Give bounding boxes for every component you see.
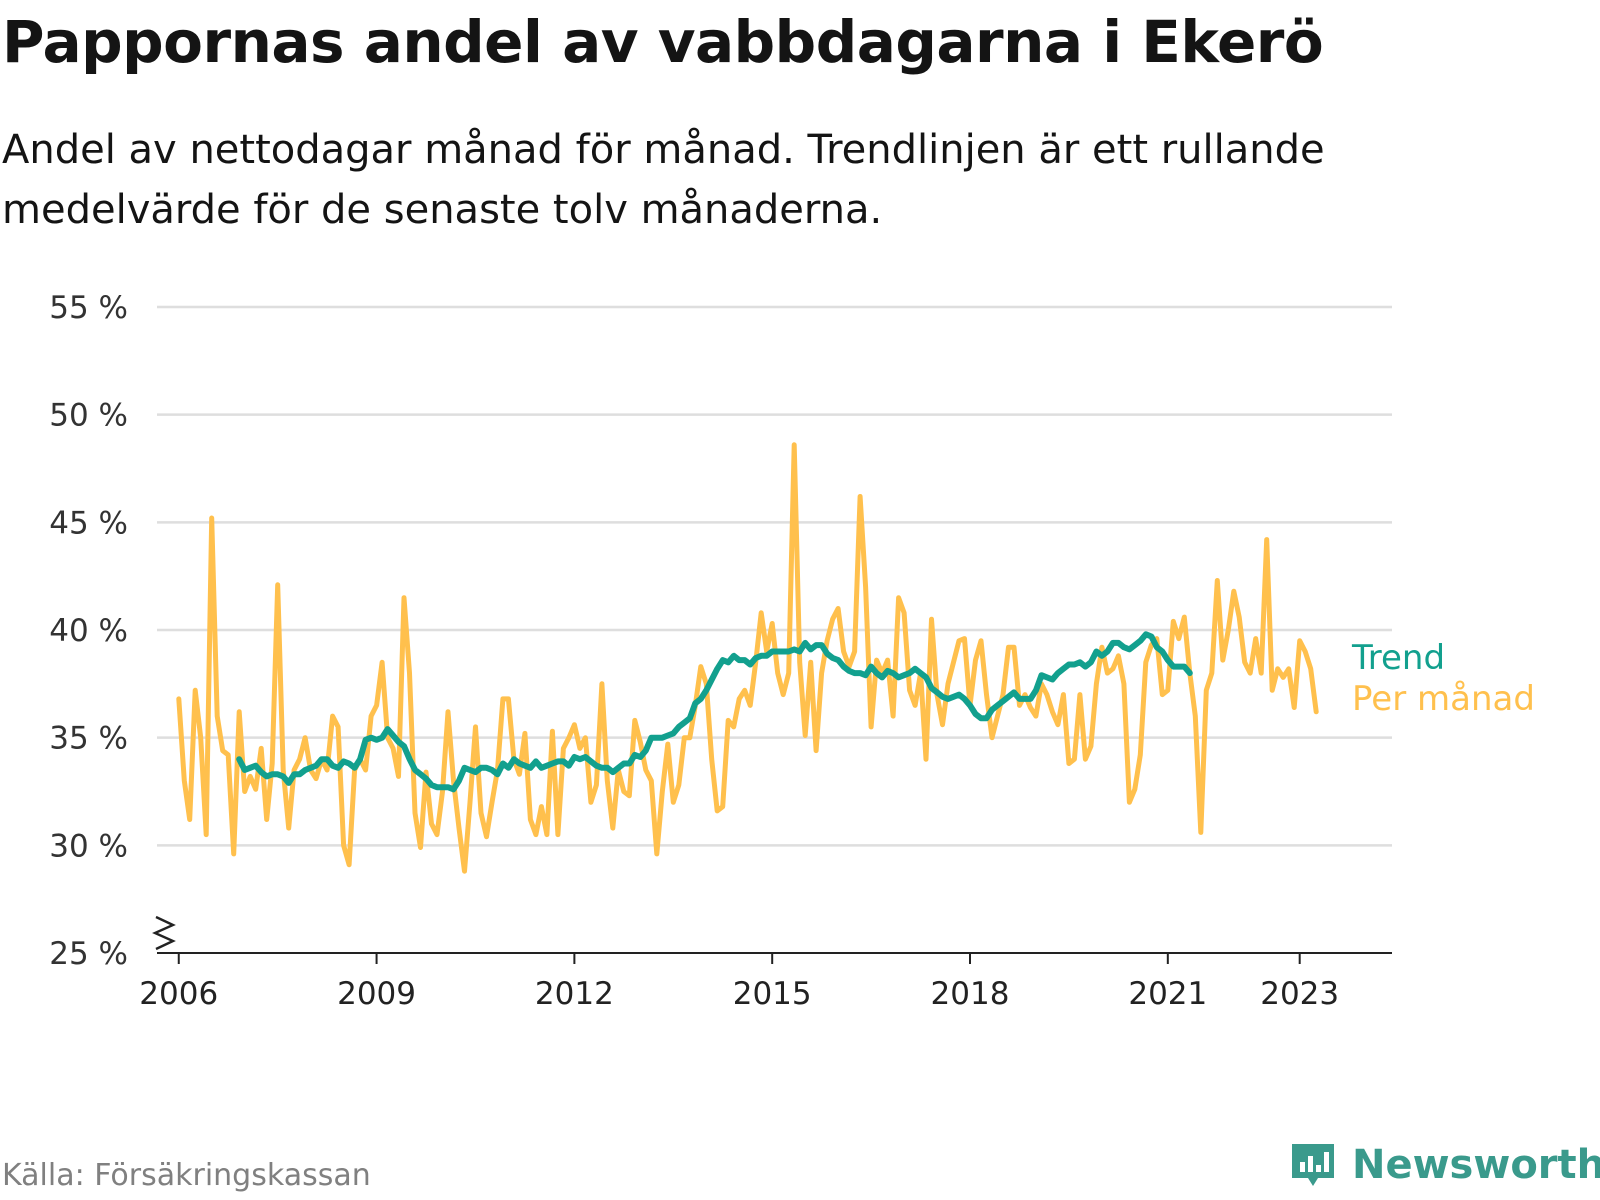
axis-break-icon bbox=[152, 915, 176, 951]
x-tick-label: 2021 bbox=[1128, 976, 1207, 1012]
x-axis: 2006 2009 2012 2015 2018 2021 2023 bbox=[139, 915, 1392, 1012]
y-tick-label: 50 % bbox=[49, 398, 128, 434]
brand-name: Newsworthy bbox=[1352, 1142, 1600, 1188]
x-tick-label: 2018 bbox=[931, 976, 1010, 1012]
x-tick-label: 2023 bbox=[1260, 976, 1339, 1012]
legend-label-monthly: Per månad bbox=[1352, 679, 1535, 719]
page-title: Pappornas andel av vabbdagarna i Ekerö bbox=[2, 8, 1324, 76]
x-tick-label: 2009 bbox=[337, 976, 416, 1012]
grid-lines bbox=[157, 305, 1392, 847]
x-tick-label: 2015 bbox=[733, 976, 812, 1012]
y-tick-label: 55 % bbox=[49, 290, 128, 326]
x-tick-label: 2006 bbox=[139, 976, 218, 1012]
page-subtitle: Andel av nettodagar månad för månad. Tre… bbox=[2, 127, 1325, 233]
monthly-line bbox=[176, 442, 1319, 874]
trend-line bbox=[236, 631, 1193, 793]
series-layer bbox=[176, 442, 1319, 874]
y-tick-label: 30 % bbox=[49, 828, 128, 864]
y-tick-label: 35 % bbox=[49, 721, 128, 757]
brand: Newsworthy bbox=[1288, 1140, 1600, 1190]
y-tick-label: 45 % bbox=[49, 505, 128, 541]
x-tick-label: 2012 bbox=[535, 976, 614, 1012]
y-tick-label: 40 % bbox=[49, 613, 128, 649]
line-chart: 25 % 30 % 35 % 40 % 45 % 50 % 55 % 2006 2009 201… bbox=[49, 290, 1535, 1012]
y-axis-labels: 25 % 30 % 35 % 40 % 45 % 50 % 55 % bbox=[49, 290, 128, 972]
newsworthy-logo-icon bbox=[1292, 1144, 1334, 1186]
legend-label-trend: Trend bbox=[1351, 638, 1445, 678]
y-tick-label: 25 % bbox=[49, 936, 128, 972]
source-note: Källa: Försäkringskassan bbox=[2, 1158, 371, 1193]
